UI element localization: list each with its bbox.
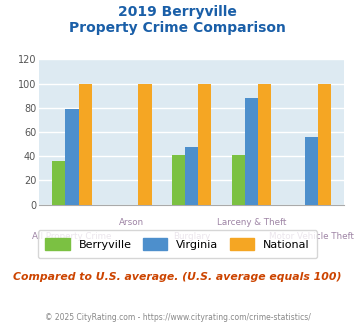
Bar (318, 83, 331, 205)
Bar (65, 109, 78, 205)
Bar (305, 137, 318, 205)
Text: Larceny & Theft: Larceny & Theft (217, 218, 286, 227)
Bar (172, 155, 185, 205)
Text: © 2025 CityRating.com - https://www.cityrating.com/crime-statistics/: © 2025 CityRating.com - https://www.city… (45, 314, 310, 322)
Text: Motor Vehicle Theft: Motor Vehicle Theft (269, 232, 354, 241)
Bar (185, 147, 198, 205)
Bar (78, 83, 92, 205)
Legend: Berryville, Virginia, National: Berryville, Virginia, National (38, 230, 317, 258)
Bar (232, 155, 245, 205)
Text: 2019 Berryville: 2019 Berryville (118, 5, 237, 19)
Bar (198, 83, 212, 205)
Text: Burglary: Burglary (173, 232, 210, 241)
Text: Property Crime Comparison: Property Crime Comparison (69, 21, 286, 35)
Bar (245, 98, 258, 205)
Text: Arson: Arson (119, 218, 144, 227)
Bar (258, 83, 271, 205)
Bar (138, 83, 152, 205)
Text: Compared to U.S. average. (U.S. average equals 100): Compared to U.S. average. (U.S. average … (13, 272, 342, 282)
Text: All Property Crime: All Property Crime (32, 232, 112, 241)
Legend: Berryville, Virginia, National: Berryville, Virginia, National (40, 230, 315, 255)
Bar (52, 161, 65, 205)
